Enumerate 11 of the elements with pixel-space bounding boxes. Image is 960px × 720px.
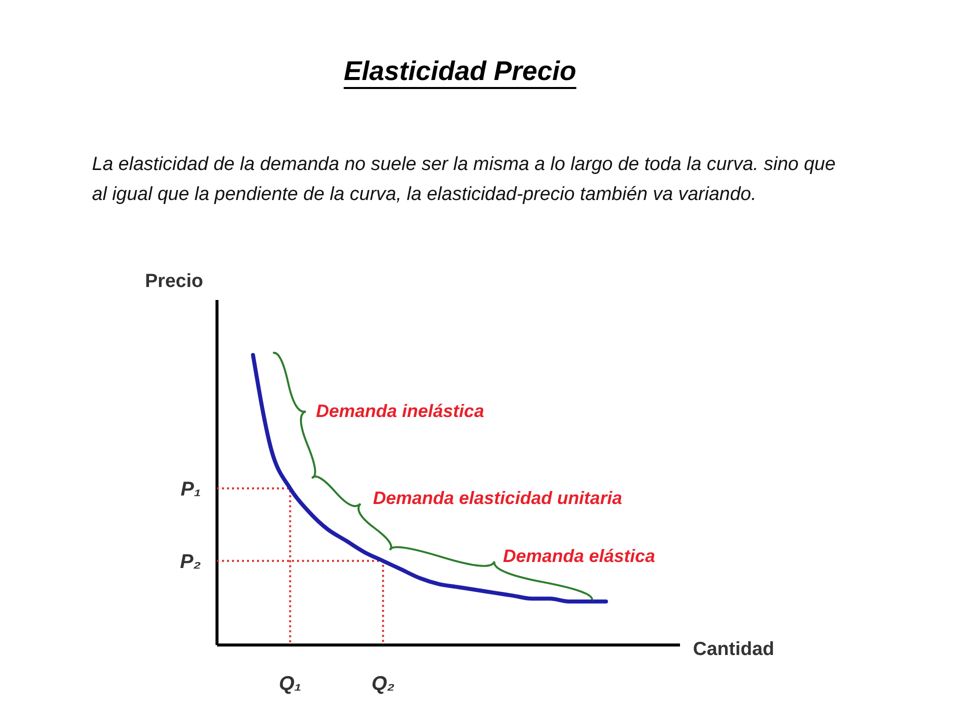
annotation: Demanda inelástica xyxy=(316,401,484,421)
x-axis-title: Cantidad xyxy=(693,639,774,660)
ref-line-label: P₂ xyxy=(180,550,202,573)
chart-subtitle: La elasticidad de la demanda no suele ser la misma a lo largo de toda la curva. sino que al igual que la pendiente de la curva, la elasticidad-precio también va variando. xyxy=(92,154,836,205)
x-tick-label: Q₁ xyxy=(278,673,302,695)
annotation: Demanda elasticidad unitaria xyxy=(373,488,622,508)
annotation: Demanda elástica xyxy=(503,546,656,566)
x-tick-label: Q₂ xyxy=(371,673,396,695)
chart-title: Elasticidad Precio xyxy=(344,56,576,86)
ref-line-label: P₁ xyxy=(180,478,201,500)
y-axis-title: Precio xyxy=(145,271,204,292)
